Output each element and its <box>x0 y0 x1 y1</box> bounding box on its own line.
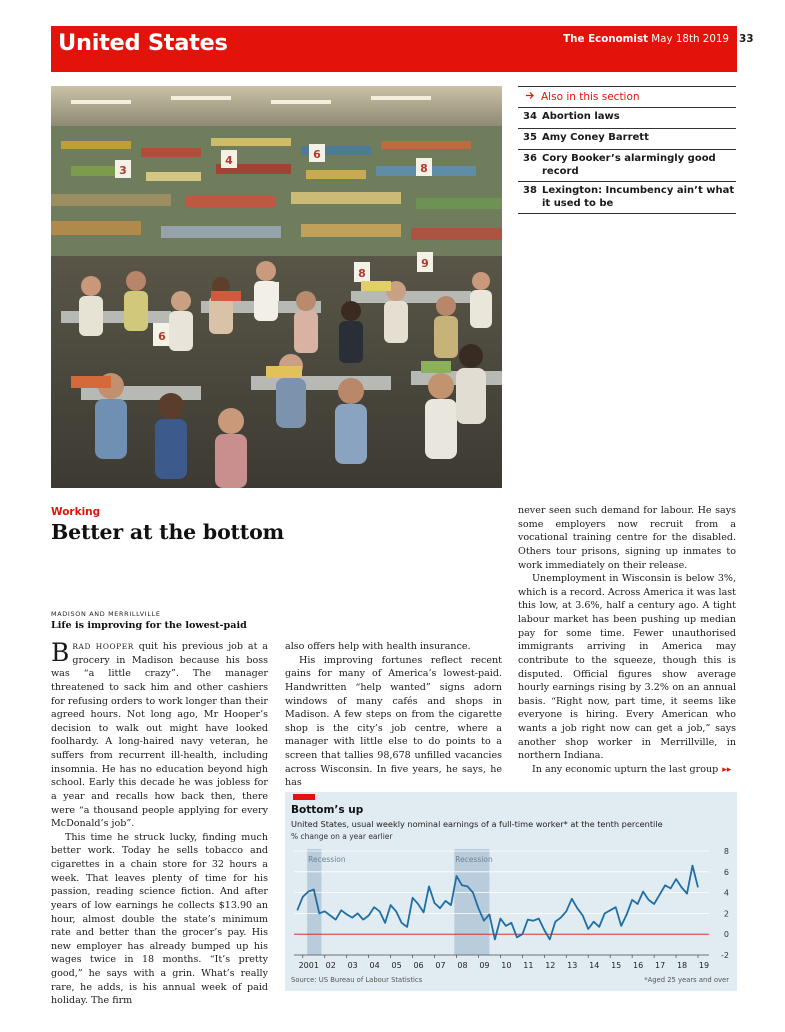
article-headline: Better at the bottom <box>51 520 285 544</box>
chart-title: Bottom’s up <box>291 804 364 816</box>
article-rubric: Life is improving for the lowest-paid <box>51 620 247 631</box>
recession-band <box>307 849 322 955</box>
x-tick-label: 10 <box>501 961 511 970</box>
item-title: Abortion laws <box>542 111 620 122</box>
also-in-section-heading[interactable]: Also in this section <box>518 86 736 108</box>
x-tick-label: 09 <box>479 961 489 970</box>
also-in-section-item[interactable]: 38 Lexington: Incumbency ain’t what it u… <box>518 182 736 214</box>
chart-source: Source: US Bureau of Labour Statistics <box>291 976 423 984</box>
item-page-number: 34 <box>523 111 537 122</box>
paragraph: B RAD HOOPER quit his previous job at a g… <box>51 640 268 831</box>
paragraph-text: In any economic upturn the last group <box>532 763 719 775</box>
svg-text:3: 3 <box>119 164 127 177</box>
x-tick-label: 19 <box>699 961 709 970</box>
also-in-section-item[interactable]: 36 Cory Booker’s alarmingly good record <box>518 150 736 182</box>
article-column-3: never seen such demand for labour. He sa… <box>518 504 736 778</box>
publication-name: The Economist <box>563 33 648 45</box>
chart-footnote: *Aged 25 years and over <box>644 976 729 984</box>
masthead: The Economist May 18th 2019 <box>563 33 729 45</box>
also-in-section-item[interactable]: 34 Abortion laws <box>518 108 736 129</box>
recession-label: Recession <box>455 855 493 864</box>
paragraph: also offers help with health insurance. <box>285 641 471 652</box>
paragraph: His improving fortunes reflect recent ga… <box>285 654 502 789</box>
article-column-1: B RAD HOOPER quit his previous job at a g… <box>51 640 268 1008</box>
x-tick-label: 2001 <box>299 961 319 970</box>
arrow-right-icon <box>525 87 535 108</box>
x-tick-label: 07 <box>435 961 445 970</box>
recession-label: Recession <box>308 855 346 864</box>
y-tick-label: -2 <box>721 951 729 960</box>
item-page-number: 35 <box>523 132 537 143</box>
lead-smallcaps: RAD HOOPER <box>72 642 134 651</box>
drop-cap: B <box>51 638 70 667</box>
paragraph: never seen such demand for labour. He sa… <box>518 505 736 571</box>
x-tick-label: 03 <box>348 961 358 970</box>
y-tick-label: 6 <box>724 868 729 877</box>
page-number: 33 <box>739 33 754 45</box>
x-tick-label: 08 <box>457 961 467 970</box>
chart-y-label: % change on a year earlier <box>291 832 393 841</box>
x-tick-label: 18 <box>677 961 687 970</box>
svg-text:6: 6 <box>158 330 166 343</box>
paragraph: This time he struck lucky, finding much … <box>51 831 268 1007</box>
section-title: United States <box>58 30 228 56</box>
svg-text:6: 6 <box>313 148 321 161</box>
paragraph: Unemployment in Wisconsin is below 3%, w… <box>518 573 736 762</box>
svg-text:8: 8 <box>358 267 366 280</box>
also-in-section-box: Also in this section 34 Abortion laws 35… <box>518 86 736 214</box>
svg-text:8: 8 <box>420 162 428 175</box>
x-tick-label: 05 <box>392 961 402 970</box>
x-tick-label: 02 <box>326 961 336 970</box>
chart-plot: Recession Recession 8 6 4 2 0 -2 2001 02 03 04 05 06 0… <box>294 847 729 970</box>
y-tick-label: 8 <box>724 847 729 856</box>
item-page-number: 36 <box>523 153 537 164</box>
x-tick-label: 11 <box>523 961 533 970</box>
y-tick-label: 4 <box>724 889 729 898</box>
x-tick-label: 17 <box>655 961 665 970</box>
recession-band <box>454 849 490 955</box>
issue-date: May 18th 2019 <box>651 33 729 45</box>
article-kicker: Working <box>51 506 101 518</box>
y-tick-label: 2 <box>724 909 729 918</box>
x-tick-label: 06 <box>413 961 423 970</box>
dateline: MADISON AND MERRILLVILLE <box>51 610 161 618</box>
supermarket-photo: 3 4 6 8 7 8 6 9 <box>51 86 502 488</box>
earnings-chart: Bottom’s up United States, usual weekly … <box>285 792 737 991</box>
chart-red-tag <box>293 794 315 800</box>
x-tick-label: 13 <box>567 961 577 970</box>
paragraph: In any economic upturn the last group ▸▸ <box>518 763 736 778</box>
x-tick-label: 16 <box>633 961 643 970</box>
article-column-2: also offers help with health insurance. … <box>285 640 502 790</box>
series-line <box>296 864 699 941</box>
also-in-section-item[interactable]: 35 Amy Coney Barrett <box>518 129 736 150</box>
item-page-number: 38 <box>523 185 537 196</box>
item-title: Amy Coney Barrett <box>542 132 649 143</box>
x-tick-label: 15 <box>611 961 621 970</box>
y-tick-label: 0 <box>724 930 729 939</box>
svg-text:4: 4 <box>225 154 233 167</box>
item-title: Lexington: Incumbency ain’t what it used… <box>542 185 735 209</box>
section-header: United States The Economist May 18th 201… <box>51 26 737 72</box>
chart-subtitle: United States, usual weekly nominal earn… <box>291 819 663 829</box>
double-chevron-right-icon[interactable]: ▸▸ <box>722 764 732 775</box>
x-tick-label: 14 <box>589 961 599 970</box>
paragraph-text: quit his previous job at a grocery in Ma… <box>51 641 268 830</box>
x-tick-label: 12 <box>545 961 555 970</box>
item-title: Cory Booker’s alarmingly good record <box>542 153 716 177</box>
svg-text:9: 9 <box>421 257 429 270</box>
x-tick-label: 04 <box>370 961 380 970</box>
